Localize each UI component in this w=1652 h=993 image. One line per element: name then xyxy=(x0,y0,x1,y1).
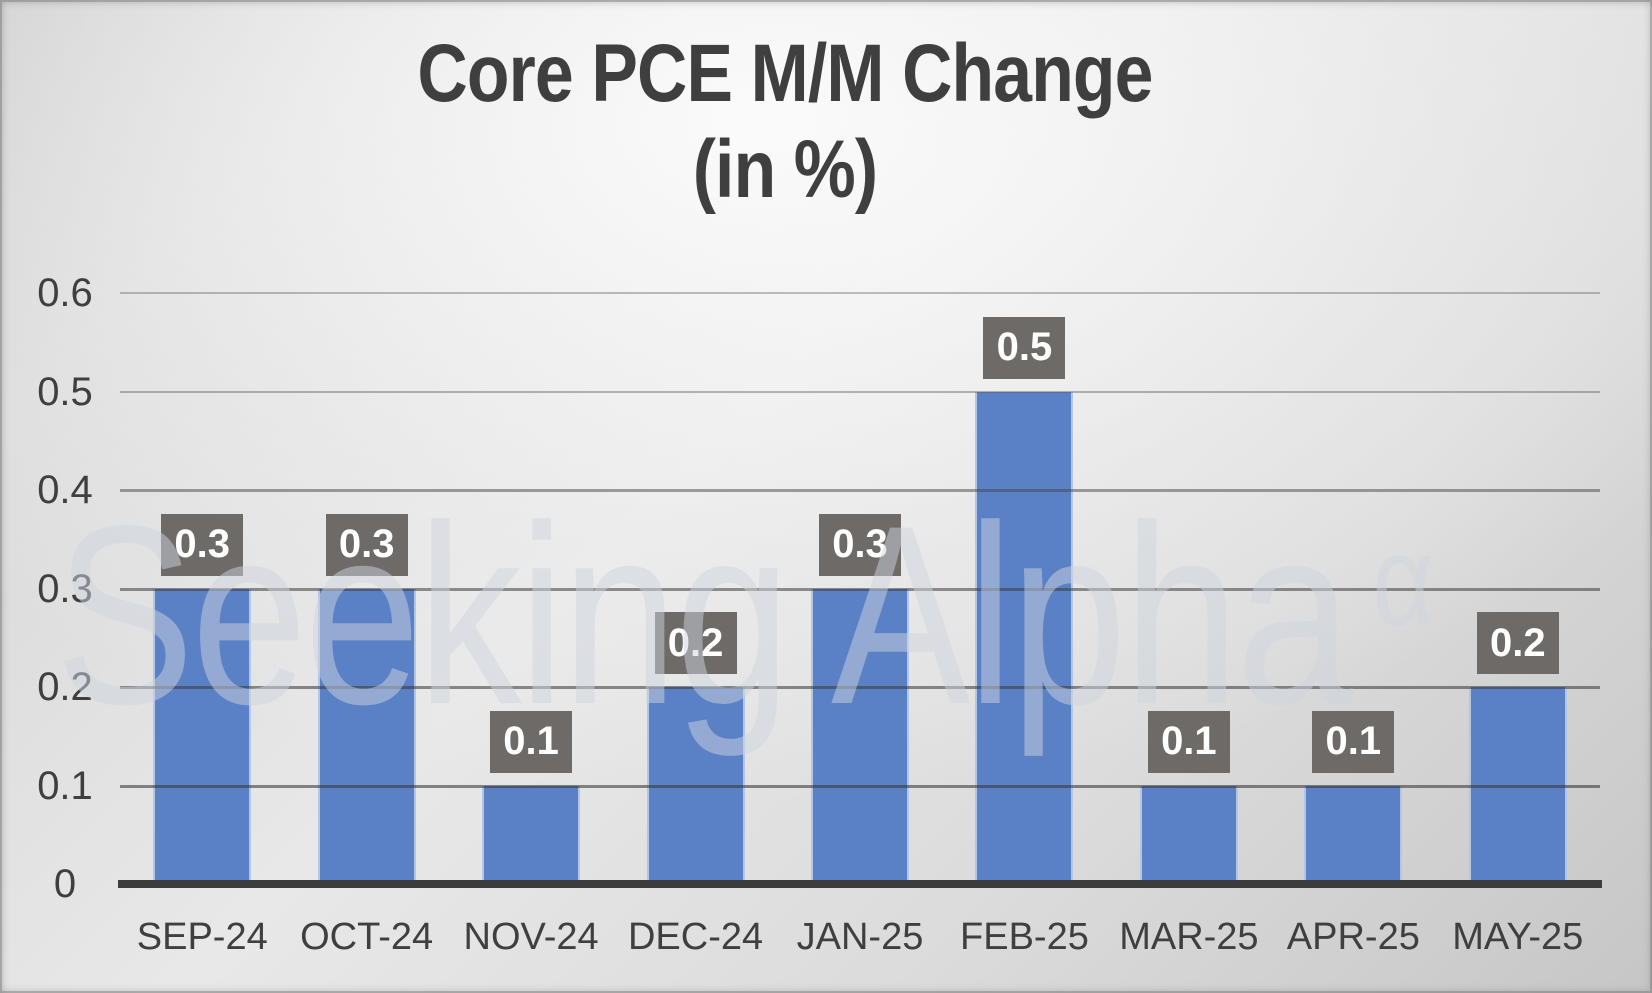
value-label: 0.3 xyxy=(325,513,408,576)
bar-feb-25 xyxy=(975,391,1074,884)
gridline-0.6 xyxy=(120,292,1600,294)
y-tick-label: 0 xyxy=(53,862,77,906)
x-tick-label: OCT-24 xyxy=(300,916,434,958)
y-tick-label: 0.6 xyxy=(37,271,93,315)
y-tick-label: 0.5 xyxy=(37,369,93,414)
x-tick-label: MAY-25 xyxy=(1452,916,1584,958)
x-tick-label: NOV-24 xyxy=(463,916,599,958)
gridline-0.5 xyxy=(120,390,1600,393)
chart-title-line1: Core PCE M/M Change xyxy=(417,28,1153,119)
value-label: 0.1 xyxy=(1147,710,1230,773)
bar-oct-24 xyxy=(317,588,416,884)
x-tick-label: FEB-25 xyxy=(960,916,1089,958)
chart-title: Core PCE M/M Change (in %) xyxy=(118,26,1453,218)
value-label: 0.3 xyxy=(819,513,901,576)
y-tick-label: 0.3 xyxy=(37,566,93,611)
bar-apr-25 xyxy=(1304,785,1403,884)
bar-may-25 xyxy=(1468,687,1567,884)
y-axis-labels: 0.6 0.5 0.4 0.3 0.2 0.1 0 xyxy=(0,271,130,906)
y-tick-label: 0.4 xyxy=(37,468,93,512)
x-tick-label: JAN-25 xyxy=(796,916,924,958)
x-axis-line xyxy=(118,880,1602,888)
chart-title-line2: (in %) xyxy=(692,124,878,215)
bar-mar-25 xyxy=(1139,785,1238,884)
x-tick-label: MAR-25 xyxy=(1119,916,1259,958)
value-label: 0.2 xyxy=(1476,612,1559,674)
value-label: 0.2 xyxy=(654,612,737,674)
x-tick-label: APR-25 xyxy=(1286,916,1420,958)
gridline-0.4 xyxy=(120,489,1600,492)
plot-area: 0.3 SEP-24 0.3 OCT-24 0.1 NOV-24 0.2 DEC-24 0.3 J… xyxy=(118,292,1602,958)
y-tick-label: 0.1 xyxy=(37,763,93,808)
value-label: 0.1 xyxy=(490,710,573,773)
x-tick-label: DEC-24 xyxy=(627,916,764,958)
value-label: 0.3 xyxy=(161,513,244,576)
bar-jan-25 xyxy=(811,588,909,884)
bar-sep-24 xyxy=(153,588,252,884)
bar-dec-24 xyxy=(646,687,745,884)
value-label: 0.1 xyxy=(1312,710,1395,773)
x-tick-label: SEP-24 xyxy=(136,916,268,958)
value-label: 0.5 xyxy=(983,316,1066,379)
y-tick-label: 0.2 xyxy=(37,665,93,709)
bar-nov-24 xyxy=(482,785,581,884)
